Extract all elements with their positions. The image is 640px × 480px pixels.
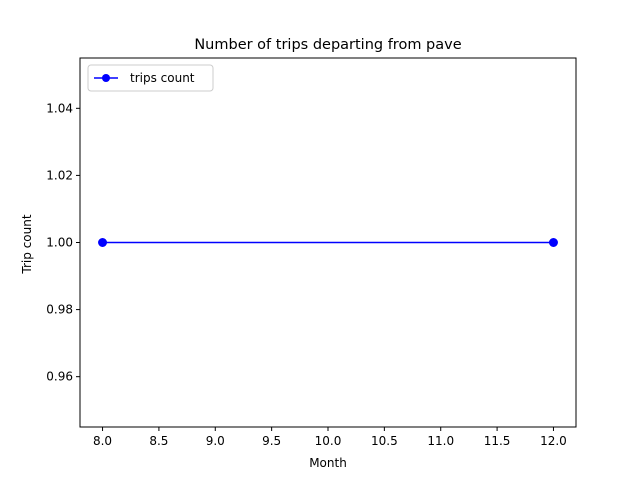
x-tick-label: 8.0 xyxy=(93,434,112,448)
data-point xyxy=(548,238,558,247)
y-tick-label: 1.00 xyxy=(46,236,73,250)
plot-area: 8.0 8.5 9.0 9.5 10.0 10.5 11.0 11.5 12.0 0.96 0.98… xyxy=(46,57,577,448)
legend-label: trips count xyxy=(130,71,195,85)
data-point xyxy=(98,238,108,247)
legend-marker xyxy=(102,74,110,82)
x-tick-label: 9.5 xyxy=(262,434,281,448)
y-tick-label: 0.98 xyxy=(46,303,73,317)
plot-frame xyxy=(79,57,577,428)
legend: trips count xyxy=(87,64,214,92)
x-tick-label: 12.0 xyxy=(540,434,567,448)
chart-title: Number of trips departing from pave xyxy=(194,37,461,53)
x-tick-label: 10.0 xyxy=(315,434,342,448)
x-tick-label: 9.0 xyxy=(206,434,225,448)
y-tick-label: 0.96 xyxy=(46,370,73,384)
x-tick-label: 10.5 xyxy=(371,434,398,448)
x-tick-label: 11.5 xyxy=(484,434,511,448)
x-tick-label: 11.0 xyxy=(427,434,454,448)
y-tick-label: 1.04 xyxy=(46,101,73,115)
x-tick-label: 8.5 xyxy=(149,434,168,448)
y-axis-title: Trip count xyxy=(20,214,34,274)
legend-box xyxy=(87,64,214,92)
x-axis-title: Month xyxy=(309,456,347,470)
y-tick-label: 1.02 xyxy=(46,168,73,182)
